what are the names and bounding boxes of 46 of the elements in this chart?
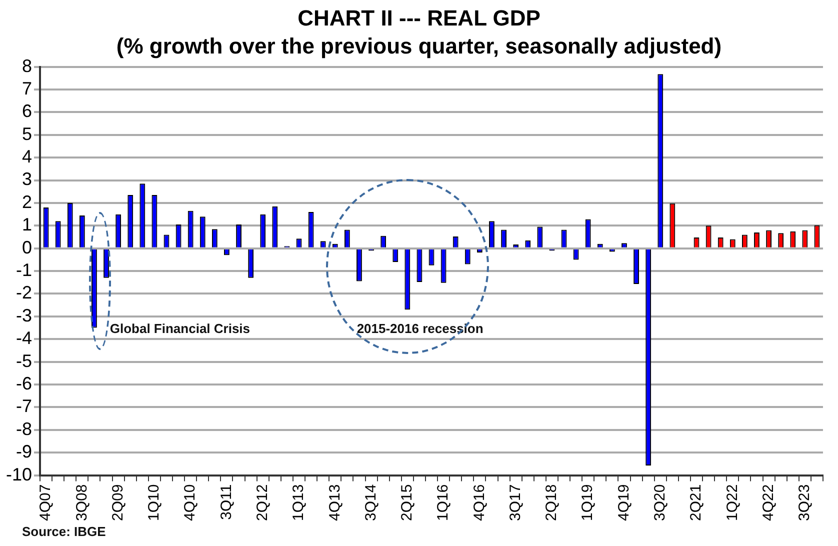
x-tick-label: 4Q07 bbox=[37, 484, 54, 522]
y-tick-label: 0 bbox=[22, 237, 32, 258]
x-tick-label: 1Q13 bbox=[290, 484, 308, 522]
x-tick-label: 2Q09 bbox=[109, 484, 126, 522]
y-tick-label: 2 bbox=[22, 192, 32, 212]
annotation: 2015-2016 recession bbox=[356, 320, 484, 336]
y-tick-label: 1 bbox=[22, 214, 32, 235]
x-tick-label: 2Q18 bbox=[543, 484, 560, 522]
y-tick-label: -3 bbox=[16, 305, 32, 326]
y-tick-label: -10 bbox=[6, 464, 32, 484]
x-tick-label: 2Q15 bbox=[398, 484, 416, 522]
y-tick-label: -7 bbox=[16, 396, 32, 416]
x-tick-label: 4Q22 bbox=[760, 484, 777, 522]
x-tick-label: 3Q20 bbox=[652, 484, 669, 522]
y-tick-label: -4 bbox=[16, 328, 32, 348]
x-tick-label: 1Q16 bbox=[434, 484, 452, 522]
y-tick-label: -2 bbox=[16, 282, 32, 303]
source-note: Source: IBGE bbox=[22, 524, 106, 539]
y-tick-label: 5 bbox=[22, 124, 32, 144]
x-tick-label: 4Q13 bbox=[326, 484, 344, 522]
x-tick-label: 4Q19 bbox=[615, 484, 632, 522]
y-tick-label: 8 bbox=[22, 56, 32, 76]
chart-subtitle: (% growth over the previous quarter, seasonally adjusted) bbox=[116, 34, 722, 59]
y-tick-label: -6 bbox=[16, 373, 32, 394]
y-tick-label: 7 bbox=[22, 78, 32, 98]
x-tick-label: 2Q12 bbox=[254, 484, 272, 522]
x-tick-label: 3Q14 bbox=[362, 484, 380, 522]
y-tick-label: -9 bbox=[16, 442, 32, 462]
x-tick-label: 3Q08 bbox=[73, 484, 90, 522]
x-tick-label: 2Q21 bbox=[688, 484, 705, 522]
y-tick-label: -5 bbox=[16, 350, 32, 371]
x-tick-label: 1Q10 bbox=[146, 484, 163, 522]
x-tick-label: 1Q22 bbox=[724, 484, 741, 522]
chart-title: CHART II --- REAL GDP bbox=[298, 5, 540, 30]
x-tick-label: 3Q17 bbox=[506, 484, 524, 522]
y-tick-label: -8 bbox=[16, 418, 32, 439]
x-tick-label: 1Q19 bbox=[579, 484, 596, 522]
y-tick-label: 6 bbox=[22, 101, 32, 122]
annotation: Global Financial Crisis bbox=[110, 320, 250, 336]
x-tick-label: 3Q11 bbox=[218, 484, 235, 520]
y-tick-label: 4 bbox=[22, 146, 32, 167]
y-tick-label: 3 bbox=[22, 169, 32, 190]
y-tick-label: -1 bbox=[16, 260, 32, 280]
x-tick-label: 4Q10 bbox=[182, 484, 199, 522]
x-tick-label: 4Q16 bbox=[470, 484, 488, 522]
x-tick-label: 3Q23 bbox=[796, 484, 814, 522]
